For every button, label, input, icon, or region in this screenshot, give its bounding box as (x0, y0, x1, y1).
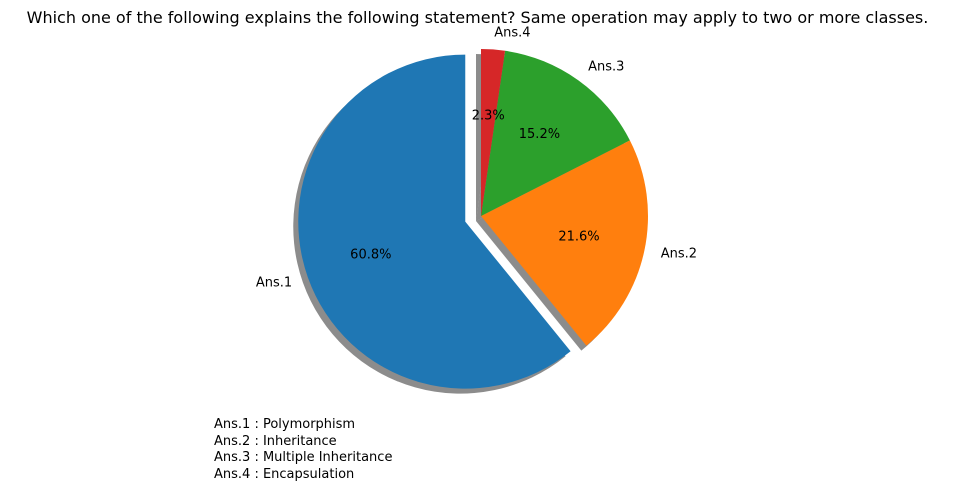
category-label-2: Ans.2 (661, 247, 697, 262)
wedge-ans-2 (481, 140, 648, 346)
category-label-4: Ans.4 (494, 25, 530, 40)
wedge-ans-4 (481, 49, 506, 216)
wedge-ans-1 (298, 54, 571, 389)
wedge-ans-3 (481, 50, 630, 217)
answer-key-line-1: Ans.1 : Polymorphism (214, 417, 356, 432)
answer-key-line-3: Ans.3 : Multiple Inheritance (214, 450, 393, 465)
percent-label-3: 15.2% (519, 127, 560, 142)
answer-key: Ans.1 : Polymorphism Ans.2 : Inheritance… (214, 417, 392, 483)
percent-label-2: 21.6% (558, 229, 599, 244)
percent-label-4: 2.3% (472, 109, 505, 124)
chart-title: Which one of the following explains the … (26, 8, 929, 27)
category-label-1: Ans.1 (256, 276, 292, 291)
percent-label-1: 60.8% (350, 248, 391, 263)
answer-key-line-4: Ans.4 : Encapsulation (214, 466, 355, 482)
category-label-3: Ans.3 (588, 59, 624, 74)
answer-key-line-2: Ans.2 : Inheritance (214, 433, 337, 449)
